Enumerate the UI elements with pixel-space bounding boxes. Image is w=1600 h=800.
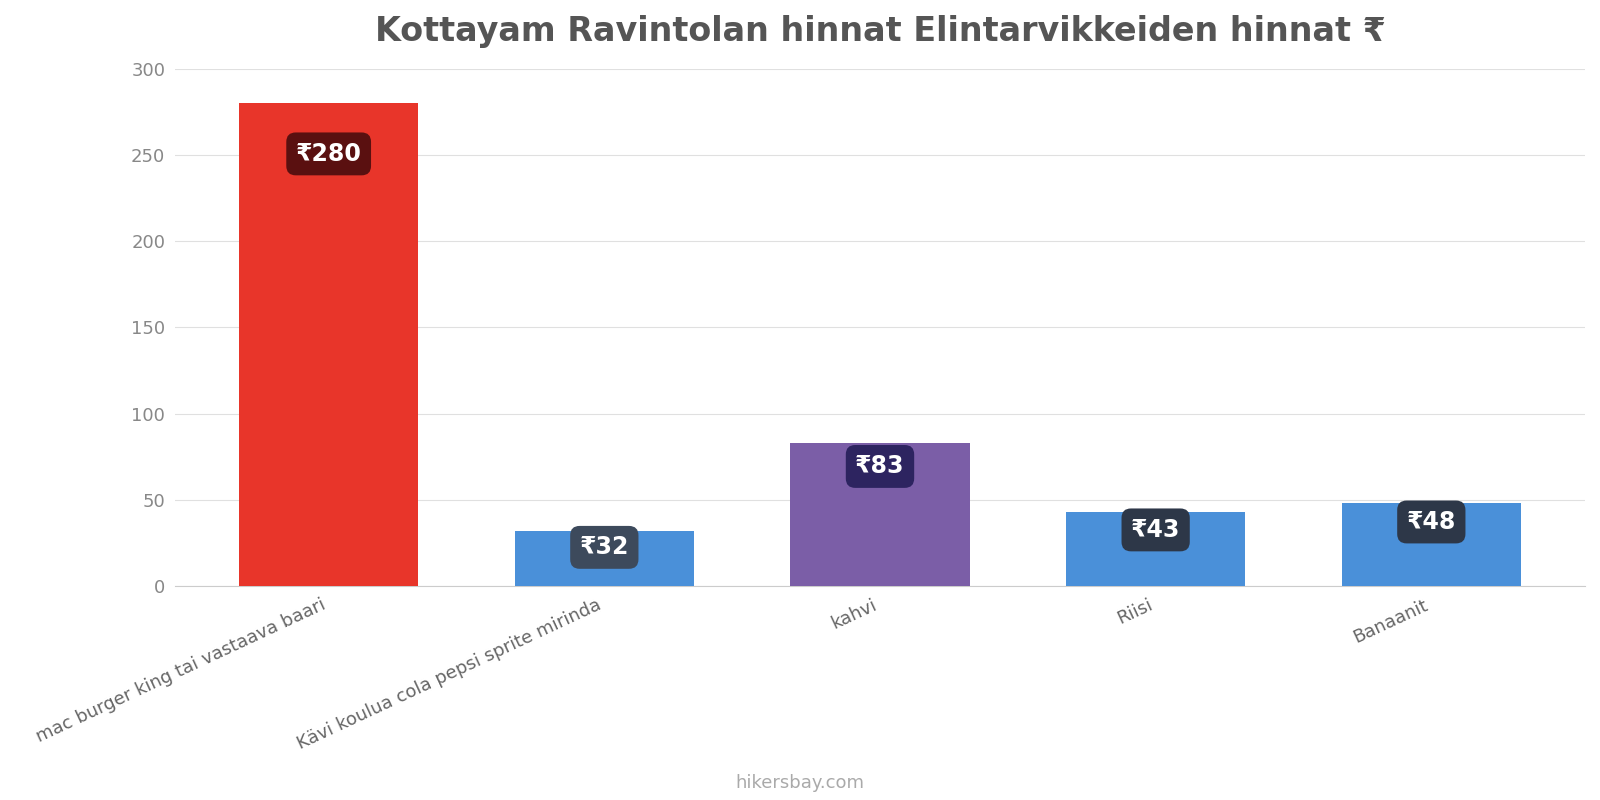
Text: ₹43: ₹43: [1131, 518, 1181, 542]
Bar: [515, 531, 694, 586]
Bar: [1342, 503, 1522, 586]
Text: ₹280: ₹280: [296, 142, 362, 166]
Bar: [790, 443, 970, 586]
Title: Kottayam Ravintolan hinnat Elintarvikkeiden hinnat ₹: Kottayam Ravintolan hinnat Elintarvikkei…: [374, 15, 1386, 48]
Text: ₹48: ₹48: [1406, 510, 1456, 534]
Text: ₹32: ₹32: [579, 535, 629, 559]
Text: hikersbay.com: hikersbay.com: [736, 774, 864, 792]
Text: ₹83: ₹83: [856, 454, 904, 478]
Bar: [1066, 512, 1245, 586]
Bar: [238, 103, 418, 586]
